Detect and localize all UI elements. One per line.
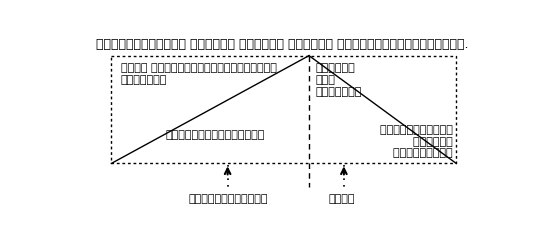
Text: ബറീവ്‍മെന്റ്‍
മെന്റ്‍
സപ്പ൏ര്‍ട്‍: ബറീവ്‍മെന്റ്‍ മെന്റ്‍ സപ്പ൏ര്‍ട്‍: [379, 125, 452, 158]
Text: രോഗനിര്ണ്ണയം: രോഗനിര്ണ്ണയം: [189, 194, 268, 204]
Text: രോഗം മാറ്റിയെടുക്കാനുള്ള
ചികിത്സ: രോഗം മാറ്റിയെടുക്കാനുള്ള ചികിത്സ: [120, 63, 277, 85]
Text: മരണം: മരണം: [328, 194, 355, 204]
Text: അന്ത്യ
കാല
പരിചരണം: അന്ത്യ കാല പരിചരണം: [315, 63, 361, 97]
Text: സാന്ത്വനപരിചരണം: സാന്ത്വനപരിചരണം: [166, 130, 265, 140]
Text: പാലിയേറ്റീവ് പരിചരണ ക്രമതെ ഇങ്ങനെ അടയാള്‍പ്പെടുത്താം.: പാലിയേറ്റീവ് പരിചരണ ക്രമതെ ഇങ്ങനെ അടയാള്…: [96, 38, 468, 51]
